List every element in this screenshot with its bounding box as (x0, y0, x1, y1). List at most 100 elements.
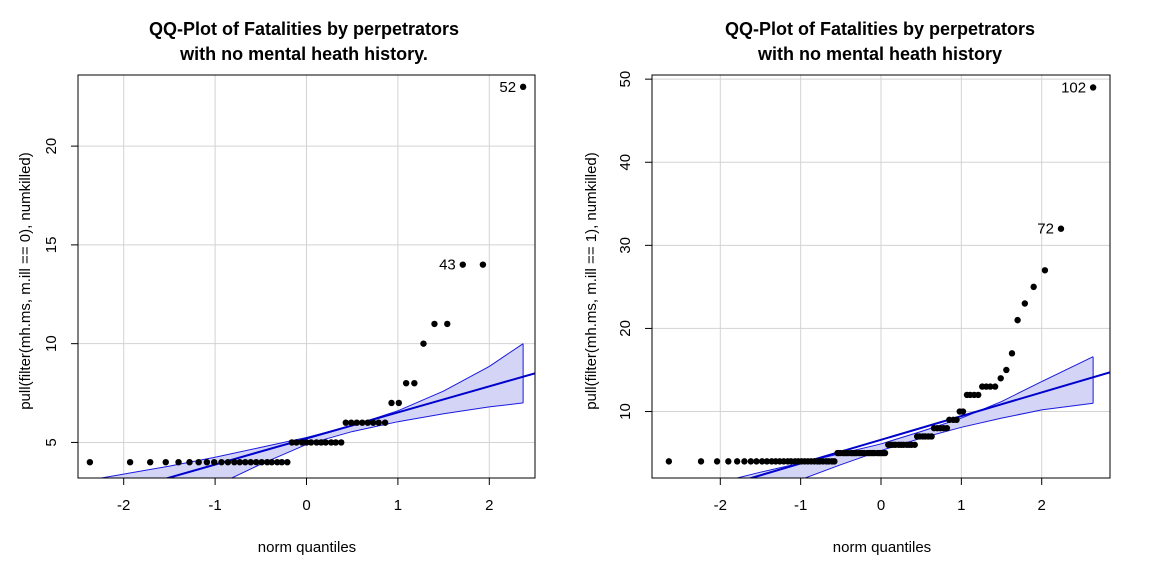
data-point (381, 419, 389, 426)
reference-line (747, 371, 1110, 478)
band-lower-line (230, 402, 524, 478)
data-point (395, 399, 403, 407)
data-point (268, 458, 275, 466)
data-point (747, 458, 755, 465)
confidence-band (101, 343, 524, 478)
data-point (1003, 366, 1010, 374)
data-point (317, 439, 325, 446)
data-point (665, 458, 673, 465)
data-point (258, 458, 265, 466)
data-point (1014, 316, 1021, 324)
data-point (444, 320, 451, 328)
x-tick-label: -2 (117, 497, 130, 514)
data-point (1008, 350, 1016, 357)
data-point (303, 439, 310, 446)
x-tick-label: -2 (714, 497, 727, 514)
data-point (247, 458, 254, 466)
data-point (741, 458, 748, 465)
data-point (831, 458, 838, 465)
data-point (364, 419, 371, 426)
data-point (186, 458, 193, 466)
data-point (733, 458, 741, 465)
x-tick-label: 0 (877, 497, 885, 514)
data-point (338, 439, 345, 446)
data-point (519, 83, 527, 91)
data-point (342, 419, 350, 426)
data-point (431, 320, 438, 328)
data-point (459, 261, 466, 268)
y-axis-label: pull(filter(mh.ms, m.ill == 0), numkille… (17, 152, 34, 410)
data-point (987, 383, 994, 390)
data-point (327, 439, 335, 446)
data-point (753, 458, 760, 465)
data-point (253, 458, 260, 466)
data-point (911, 441, 918, 448)
y-tick-label: 30 (617, 237, 634, 254)
x-tick-label: -1 (794, 497, 807, 514)
x-axis-label: norm quantiles (833, 539, 931, 556)
point-label: 52 (499, 79, 516, 96)
chart-title-line2: with no mental heath history. (179, 44, 428, 64)
reference-line (164, 372, 535, 478)
y-tick-label: 20 (617, 320, 634, 337)
point-label: 102 (1061, 79, 1086, 96)
y-tick-label: 20 (43, 138, 60, 155)
data-point (953, 416, 960, 424)
x-tick-label: 1 (394, 497, 402, 514)
x-tick-label: -1 (208, 497, 221, 514)
data-point (263, 458, 271, 466)
data-point (348, 419, 355, 426)
data-point (375, 419, 382, 426)
data-point (1021, 300, 1029, 307)
chart-title-line1: QQ-Plot of Fatalities by perpetrators (725, 19, 1035, 39)
data-point (224, 458, 232, 466)
point-label: 72 (1037, 221, 1054, 238)
data-point (353, 419, 360, 426)
data-point (713, 458, 721, 465)
data-point (1089, 84, 1097, 91)
x-axis-label: norm quantiles (258, 539, 356, 556)
data-point (322, 439, 329, 446)
data-point (126, 458, 134, 466)
data-point (1041, 267, 1049, 274)
y-tick-label: 50 (617, 71, 634, 88)
data-point (307, 439, 315, 446)
data-point (195, 458, 202, 466)
data-point (943, 424, 951, 432)
x-tick-label: 1 (957, 497, 965, 514)
data-point (332, 439, 339, 446)
data-point (697, 458, 705, 465)
data-point (147, 458, 154, 466)
point-label: 43 (439, 257, 456, 274)
y-tick-label: 15 (43, 237, 60, 254)
chart-title-line2: with no mental heath history (757, 44, 1002, 64)
data-point (86, 458, 94, 466)
data-point (959, 408, 967, 415)
data-point (997, 375, 1004, 382)
data-point (975, 391, 982, 399)
data-point (274, 458, 281, 466)
data-point (236, 458, 243, 466)
qq-plot-panel-left: QQ-Plot of Fatalities by perpetrators wi… (17, 19, 536, 556)
data-point (288, 439, 296, 446)
data-point (411, 379, 418, 387)
qq-plot-panel-right: QQ-Plot of Fatalities by perpetrators wi… (583, 19, 1111, 556)
data-point (218, 458, 225, 466)
x-tick-label: 2 (485, 497, 493, 514)
band-upper-line (734, 356, 1094, 478)
x-tick-label: 2 (1038, 497, 1046, 514)
y-axis-label: pull(filter(mh.ms, m.ill == 1), numkille… (583, 152, 600, 410)
data-point (210, 458, 218, 466)
data-point (284, 458, 291, 466)
data-point (370, 419, 377, 426)
data-point (725, 458, 732, 465)
chart-title-line1: QQ-Plot of Fatalities by perpetrators (149, 19, 459, 39)
data-point (763, 458, 771, 465)
data-point (1030, 283, 1037, 291)
data-point (758, 458, 766, 465)
x-tick-label: 0 (302, 497, 310, 514)
data-point (388, 399, 395, 407)
y-tick-label: 10 (617, 403, 634, 420)
data-point (313, 439, 320, 446)
